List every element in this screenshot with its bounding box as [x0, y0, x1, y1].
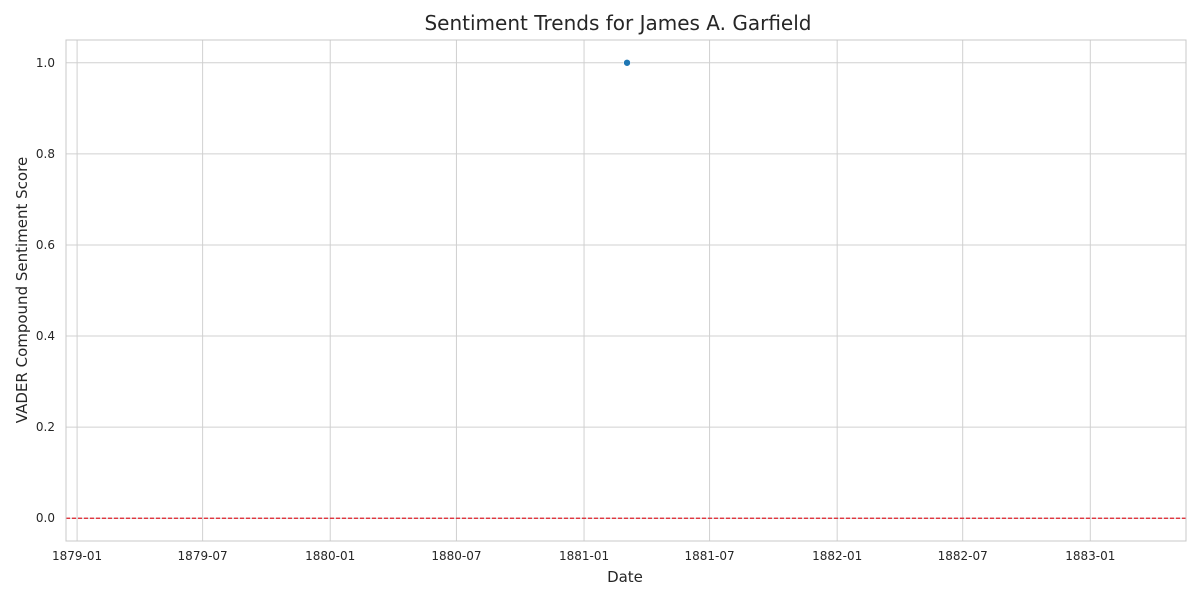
y-tick-label: 0.8	[36, 147, 55, 161]
x-tick-label: 1879-01	[52, 549, 102, 563]
y-tick-label: 1.0	[36, 56, 55, 70]
y-tick-label: 0.4	[36, 329, 55, 343]
sentiment-data-point	[623, 58, 631, 67]
chart-title: Sentiment Trends for James A. Garfield	[424, 11, 811, 35]
y-tick-label: 0.0	[36, 511, 55, 525]
data-points	[623, 58, 631, 67]
x-axis-label: Date	[607, 568, 643, 586]
y-tick-labels: 0.0 0.2 0.4 0.6 0.8 1.0	[36, 56, 55, 525]
y-tick-label: 0.6	[36, 238, 55, 252]
x-tick-label: 1881-01	[559, 549, 609, 563]
x-tick-label: 1880-01	[305, 549, 355, 563]
y-axis-label: VADER Compound Sentiment Score	[13, 157, 31, 423]
x-tick-label: 1880-07	[431, 549, 481, 563]
plot-area-frame	[65, 39, 1187, 542]
x-tick-label: 1879-07	[178, 549, 228, 563]
x-tick-label: 1883-01	[1065, 549, 1115, 563]
y-tick-label: 0.2	[36, 420, 55, 434]
x-tick-labels: 1879-01 1879-07 1880-01 1880-07 1881-01 1881-…	[52, 549, 1115, 563]
x-tick-label: 1882-01	[812, 549, 862, 563]
x-tick-label: 1881-07	[684, 549, 734, 563]
x-tick-label: 1882-07	[938, 549, 988, 563]
grid-lines	[66, 40, 1186, 541]
